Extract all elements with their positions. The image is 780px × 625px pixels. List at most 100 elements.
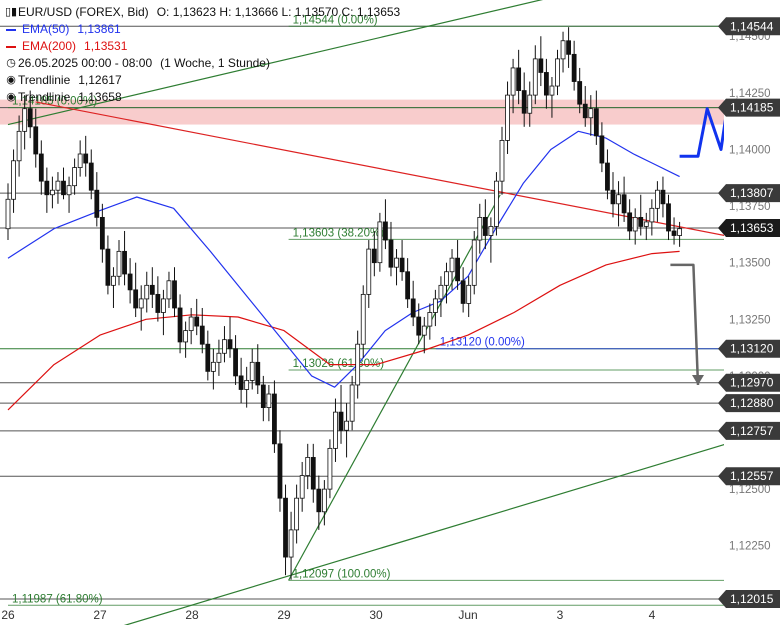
candle-body: [543, 72, 549, 96]
candle-body: [466, 284, 472, 304]
candle-body: [560, 40, 566, 60]
price-tick-label: 1,14000: [729, 144, 771, 156]
candles-layer: [5, 27, 682, 580]
candle: [338, 384, 344, 444]
candle-body: [194, 316, 200, 327]
candle-body: [344, 420, 349, 431]
candle: [172, 267, 177, 318]
fib-label: 1,12097 (100.00%): [293, 568, 391, 580]
candle-body: [88, 162, 94, 191]
fib-label: 1,14185 (0.00%): [12, 96, 97, 108]
candle: [666, 194, 671, 241]
candle: [654, 181, 660, 222]
trendline: [288, 194, 501, 581]
price-marker: [718, 219, 780, 238]
candle-body: [582, 103, 588, 119]
candle: [383, 199, 388, 250]
candle-body: [283, 497, 288, 558]
candle-body: [61, 180, 66, 196]
candle: [516, 49, 522, 105]
candle: [638, 194, 644, 236]
candle-body: [277, 443, 283, 499]
candle: [510, 58, 516, 114]
candle-body: [671, 230, 677, 236]
candle-body: [199, 325, 205, 345]
forecast-down-arrowhead: [692, 374, 704, 385]
price-tick-label: 1,12500: [729, 484, 771, 496]
candle: [255, 344, 261, 395]
candle-body: [11, 160, 16, 200]
candle: [111, 267, 116, 308]
candle-body: [643, 221, 649, 227]
candle-body: [222, 339, 227, 354]
candle: [649, 199, 655, 236]
candle: [377, 212, 383, 272]
candle-body: [144, 284, 150, 300]
candle: [16, 115, 22, 177]
candle: [272, 380, 277, 453]
candle: [194, 298, 200, 336]
candle: [394, 249, 399, 286]
candle: [494, 172, 499, 236]
candle-body: [360, 293, 366, 345]
candle: [399, 240, 405, 281]
candle: [199, 307, 205, 354]
price-marker: [718, 467, 780, 486]
candle: [616, 181, 621, 227]
candle: [488, 217, 494, 263]
candle-body: [244, 380, 250, 390]
candle: [677, 221, 682, 247]
candle-body: [488, 226, 494, 236]
candle-body: [238, 375, 244, 390]
candle-body: [33, 126, 39, 155]
candle-body: [188, 316, 194, 332]
candle: [205, 330, 211, 381]
candle: [538, 36, 544, 87]
fibonacci-layer: 1,14544 (0.00%) 1,14185 (0.00%) 1,13603 (3…: [8, 14, 724, 606]
price-marker: [718, 339, 780, 358]
resistance-zone-layer: [0, 99, 724, 125]
candle: [5, 183, 11, 241]
candle-body: [516, 67, 522, 91]
candle-body: [111, 275, 116, 286]
candle: [366, 240, 372, 308]
candle-body: [83, 153, 89, 164]
candle-body: [138, 298, 144, 309]
candle-body: [272, 393, 277, 445]
candle: [72, 158, 78, 195]
candle: [283, 484, 288, 576]
price-marker-label: 1,12557: [730, 469, 774, 483]
candle-body: [355, 343, 361, 386]
candle: [61, 167, 66, 200]
candle-body: [94, 189, 100, 218]
candle-body: [116, 250, 122, 277]
candle: [660, 176, 666, 218]
candle: [38, 140, 44, 195]
candle-body: [166, 280, 172, 300]
candle-body: [5, 198, 11, 230]
candle: [571, 40, 577, 91]
candle-body: [549, 85, 555, 96]
candle: [149, 267, 155, 308]
candle: [438, 276, 444, 318]
resistance-zone: [0, 99, 724, 125]
candle-body: [27, 108, 33, 128]
candle: [360, 285, 366, 358]
candle-body: [499, 139, 505, 182]
candle: [627, 199, 633, 241]
candle: [349, 375, 355, 431]
price-marker: [718, 184, 780, 203]
candle: [460, 267, 466, 313]
candle-body: [577, 81, 583, 105]
candle-body: [521, 90, 527, 114]
candle: [77, 140, 83, 177]
candle: [55, 172, 61, 204]
price-marker-label: 1,14544: [730, 19, 774, 33]
candle-body: [599, 135, 605, 164]
candle: [505, 81, 510, 154]
price-marker: [718, 394, 780, 413]
candle-body: [510, 67, 516, 96]
candle-body: [427, 312, 433, 327]
candle-body: [99, 216, 105, 250]
